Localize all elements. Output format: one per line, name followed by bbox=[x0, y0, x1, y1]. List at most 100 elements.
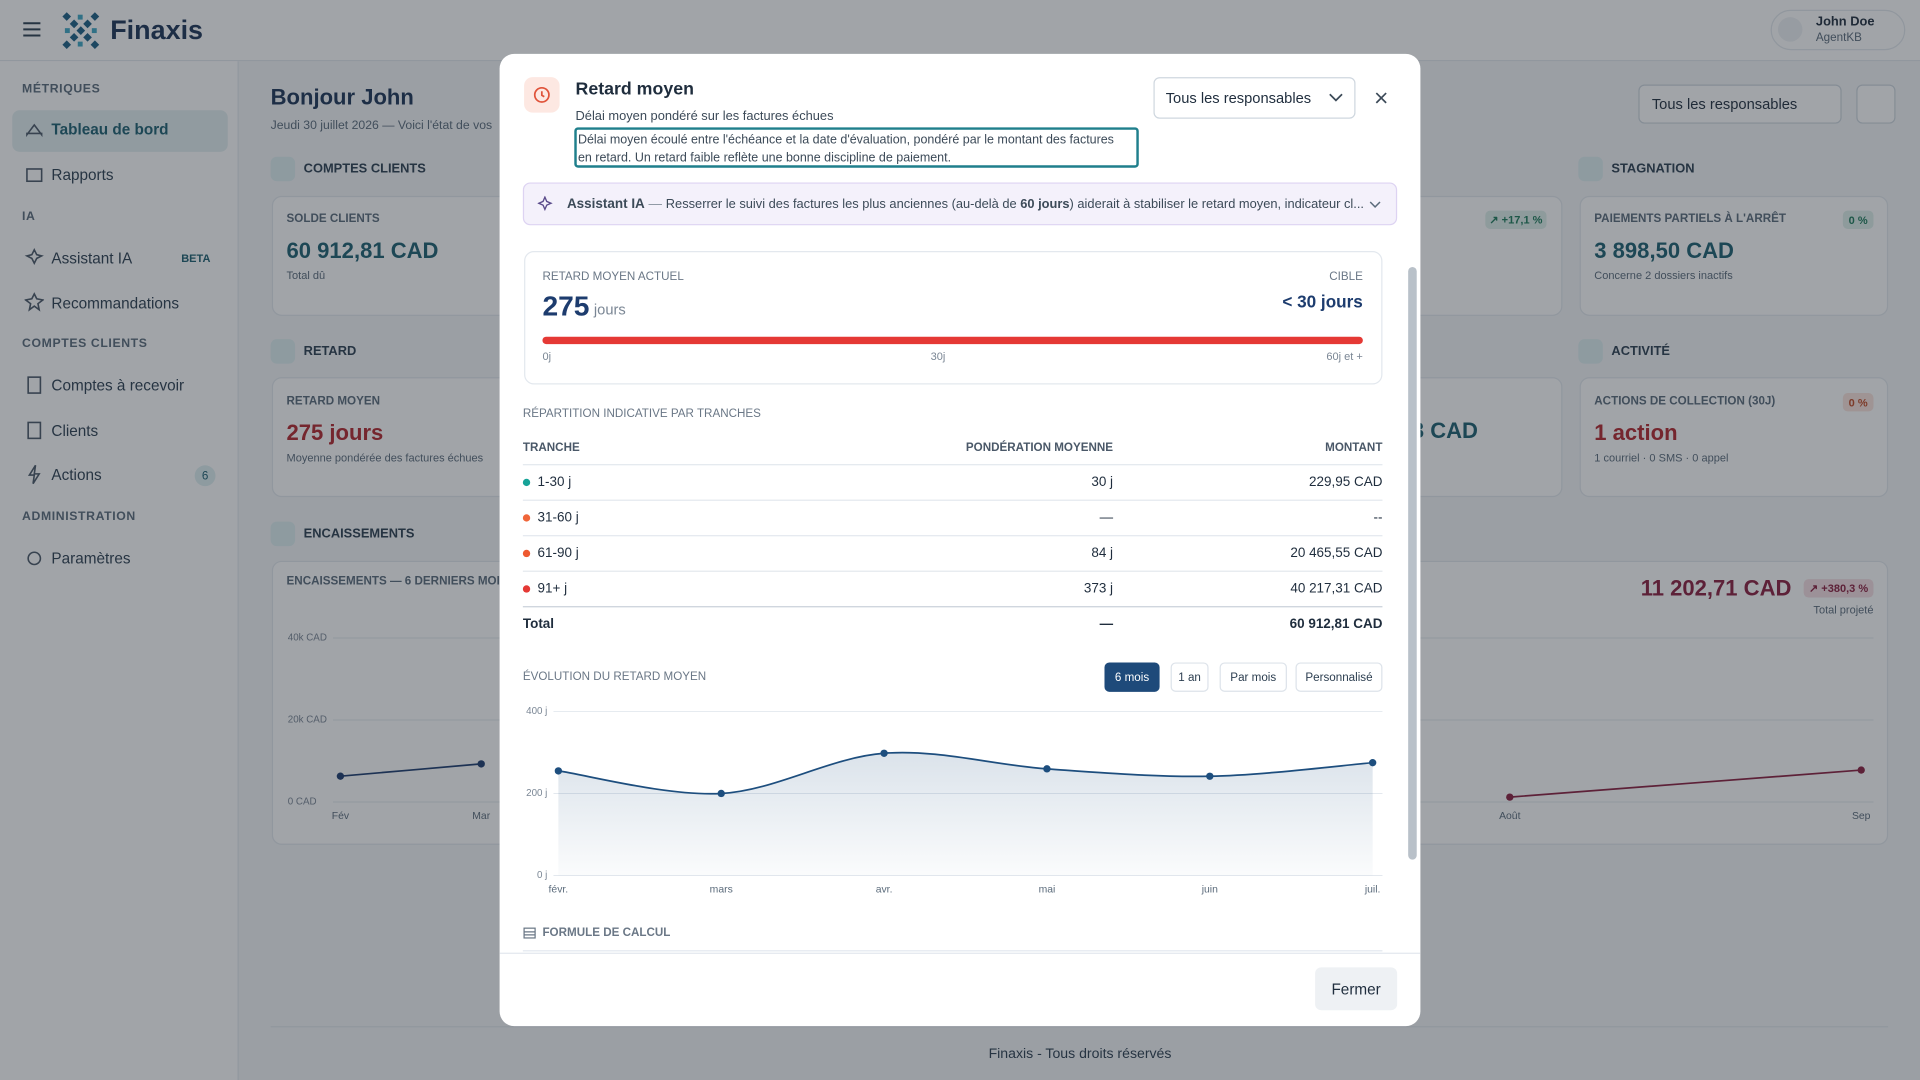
nav-active-bg bbox=[12, 110, 228, 152]
point bbox=[717, 789, 725, 798]
column-header: TRANCHE bbox=[522, 441, 580, 455]
section-title: COMPTES CLIENTS bbox=[303, 161, 426, 177]
greeting: Bonjour John bbox=[270, 85, 414, 110]
chart-title: ENCAISSEMENTS — 6 DERNIERS MOIS bbox=[286, 574, 508, 589]
badge-bg bbox=[194, 465, 216, 487]
kpi-label: PAIEMENTS PARTIELS À L'ARRÊT bbox=[1594, 212, 1786, 226]
modal: Retard moyen Délai moyen pondéré sur les… bbox=[499, 53, 1421, 1027]
section-icon bbox=[270, 339, 296, 364]
badge-bg bbox=[1842, 210, 1874, 229]
row-rule bbox=[522, 464, 1383, 466]
nav-badge: BETA bbox=[181, 252, 211, 265]
nav-item[interactable]: Actions bbox=[51, 466, 102, 484]
point bbox=[1206, 772, 1214, 780]
x-tick-label: Sep bbox=[1852, 811, 1871, 822]
kpi-card bbox=[1579, 377, 1889, 498]
line bbox=[558, 751, 1373, 795]
scale-label: 30j bbox=[930, 350, 946, 363]
close-button[interactable]: Fermer bbox=[1315, 967, 1398, 1011]
kpi-label: SOLDE CLIENTS bbox=[286, 212, 380, 226]
cash-total: 11 202,71 CAD bbox=[1640, 576, 1792, 601]
rule bbox=[522, 950, 1383, 952]
nav-badge: 6 bbox=[201, 468, 209, 483]
kpi-note: Total dû bbox=[286, 269, 326, 282]
user-role: AgentKB bbox=[1815, 31, 1862, 45]
avatar bbox=[1777, 17, 1803, 42]
point bbox=[880, 749, 888, 757]
sparkle-icon bbox=[537, 195, 553, 212]
badge-bg bbox=[1485, 210, 1547, 229]
total-cell: — bbox=[1099, 617, 1114, 632]
range-button[interactable]: Par mois bbox=[1219, 662, 1287, 692]
dot bbox=[522, 514, 531, 522]
x-tick-label: Fév bbox=[332, 811, 350, 822]
chevron bbox=[1329, 93, 1343, 102]
nav-section: COMPTES CLIENTS bbox=[22, 337, 148, 351]
cell: 84 j bbox=[1091, 546, 1114, 561]
modal-footer-rule bbox=[499, 952, 1421, 954]
kpi-note: Moyenne pondérée des factures échues bbox=[286, 451, 484, 465]
nav-item[interactable]: Comptes à recevoir bbox=[51, 377, 185, 395]
tooltip: Délai moyen écoulé entre l'échéance et l… bbox=[574, 127, 1139, 168]
point bbox=[1506, 793, 1514, 801]
brand: Finaxis bbox=[110, 14, 204, 46]
cell: 31-60 j bbox=[537, 510, 579, 526]
user-menu[interactable] bbox=[1770, 9, 1906, 51]
refresh-button[interactable] bbox=[1856, 84, 1896, 124]
row-rule bbox=[522, 606, 1383, 608]
kpi-value: 275 jours bbox=[286, 420, 384, 446]
x-tick-label: Août bbox=[1499, 811, 1520, 822]
nav-item[interactable]: Clients bbox=[51, 422, 99, 440]
assistant-bar[interactable] bbox=[522, 182, 1398, 226]
kpi-value: 3 CAD bbox=[1411, 418, 1478, 443]
range-button[interactable]: Personnalisé bbox=[1295, 662, 1383, 692]
y-tick-label: 400 j bbox=[526, 706, 547, 717]
dot bbox=[522, 585, 531, 593]
range-button[interactable]: 6 mois bbox=[1104, 662, 1160, 692]
kpi-value: 3 898,50 CAD bbox=[1594, 238, 1734, 263]
assistant-message: Resserrer le suivi des factures les plus… bbox=[666, 197, 1364, 212]
section-title: RETARD bbox=[303, 344, 357, 359]
total-cell: Total bbox=[522, 617, 555, 632]
kpi-label: ACTIONS DE COLLECTION (30J) bbox=[1594, 394, 1776, 409]
kpi-badge: 0 % bbox=[1848, 396, 1868, 409]
kpi-card bbox=[1579, 195, 1889, 316]
area bbox=[558, 752, 1373, 876]
x-tick-label: juin bbox=[1201, 885, 1218, 896]
row-rule bbox=[522, 570, 1383, 572]
x-tick-label: févr. bbox=[549, 885, 569, 896]
cell: — bbox=[1099, 510, 1114, 526]
kpi-badge: ↗ +17,1 % bbox=[1489, 213, 1543, 226]
line bbox=[340, 763, 482, 778]
formula-toggle[interactable]: FORMULE DE CALCUL bbox=[542, 926, 671, 940]
nav-item[interactable]: Rapports bbox=[51, 166, 114, 184]
cell: 20 465,55 CAD bbox=[1290, 546, 1383, 561]
line bbox=[1509, 769, 1862, 798]
row-rule bbox=[522, 535, 1383, 537]
table-icon bbox=[523, 927, 536, 939]
modal-subtitle: Délai moyen pondéré sur les factures éch… bbox=[575, 108, 834, 124]
y-tick-label: 40k CAD bbox=[288, 633, 327, 644]
section-title: STAGNATION bbox=[1611, 161, 1695, 177]
chevron bbox=[1369, 201, 1381, 208]
nav-item[interactable]: Assistant IA bbox=[51, 249, 133, 267]
menu-icon[interactable] bbox=[22, 21, 42, 38]
close-button[interactable] bbox=[1375, 92, 1387, 104]
total-cell: 60 912,81 CAD bbox=[1289, 617, 1383, 632]
text: Resserrer le suivi des factures les plus… bbox=[665, 197, 1021, 212]
nav-icons bbox=[24, 123, 45, 566]
nav-item[interactable]: Paramètres bbox=[51, 549, 131, 567]
cell: 229,95 CAD bbox=[1309, 475, 1383, 490]
user-name: John Doe bbox=[1815, 14, 1875, 30]
cell: 40 217,31 CAD bbox=[1290, 581, 1383, 597]
kpi-note: 1 courriel · 0 SMS · 0 appel bbox=[1594, 451, 1729, 465]
filter-select[interactable] bbox=[1153, 77, 1356, 119]
filter-select[interactable] bbox=[1638, 84, 1842, 124]
range-button[interactable]: 1 an bbox=[1170, 662, 1209, 692]
text: ) aiderait à stabiliser le retard moyen,… bbox=[1069, 197, 1364, 212]
nav-item[interactable]: Recommandations bbox=[51, 295, 180, 313]
filter-text: Tous les responsables bbox=[1165, 89, 1312, 107]
section-title: ÉVOLUTION DU RETARD MOYEN bbox=[522, 670, 707, 684]
nav-item[interactable]: Tableau de bord bbox=[51, 121, 169, 139]
scrollbar-thumb[interactable] bbox=[1408, 266, 1417, 860]
